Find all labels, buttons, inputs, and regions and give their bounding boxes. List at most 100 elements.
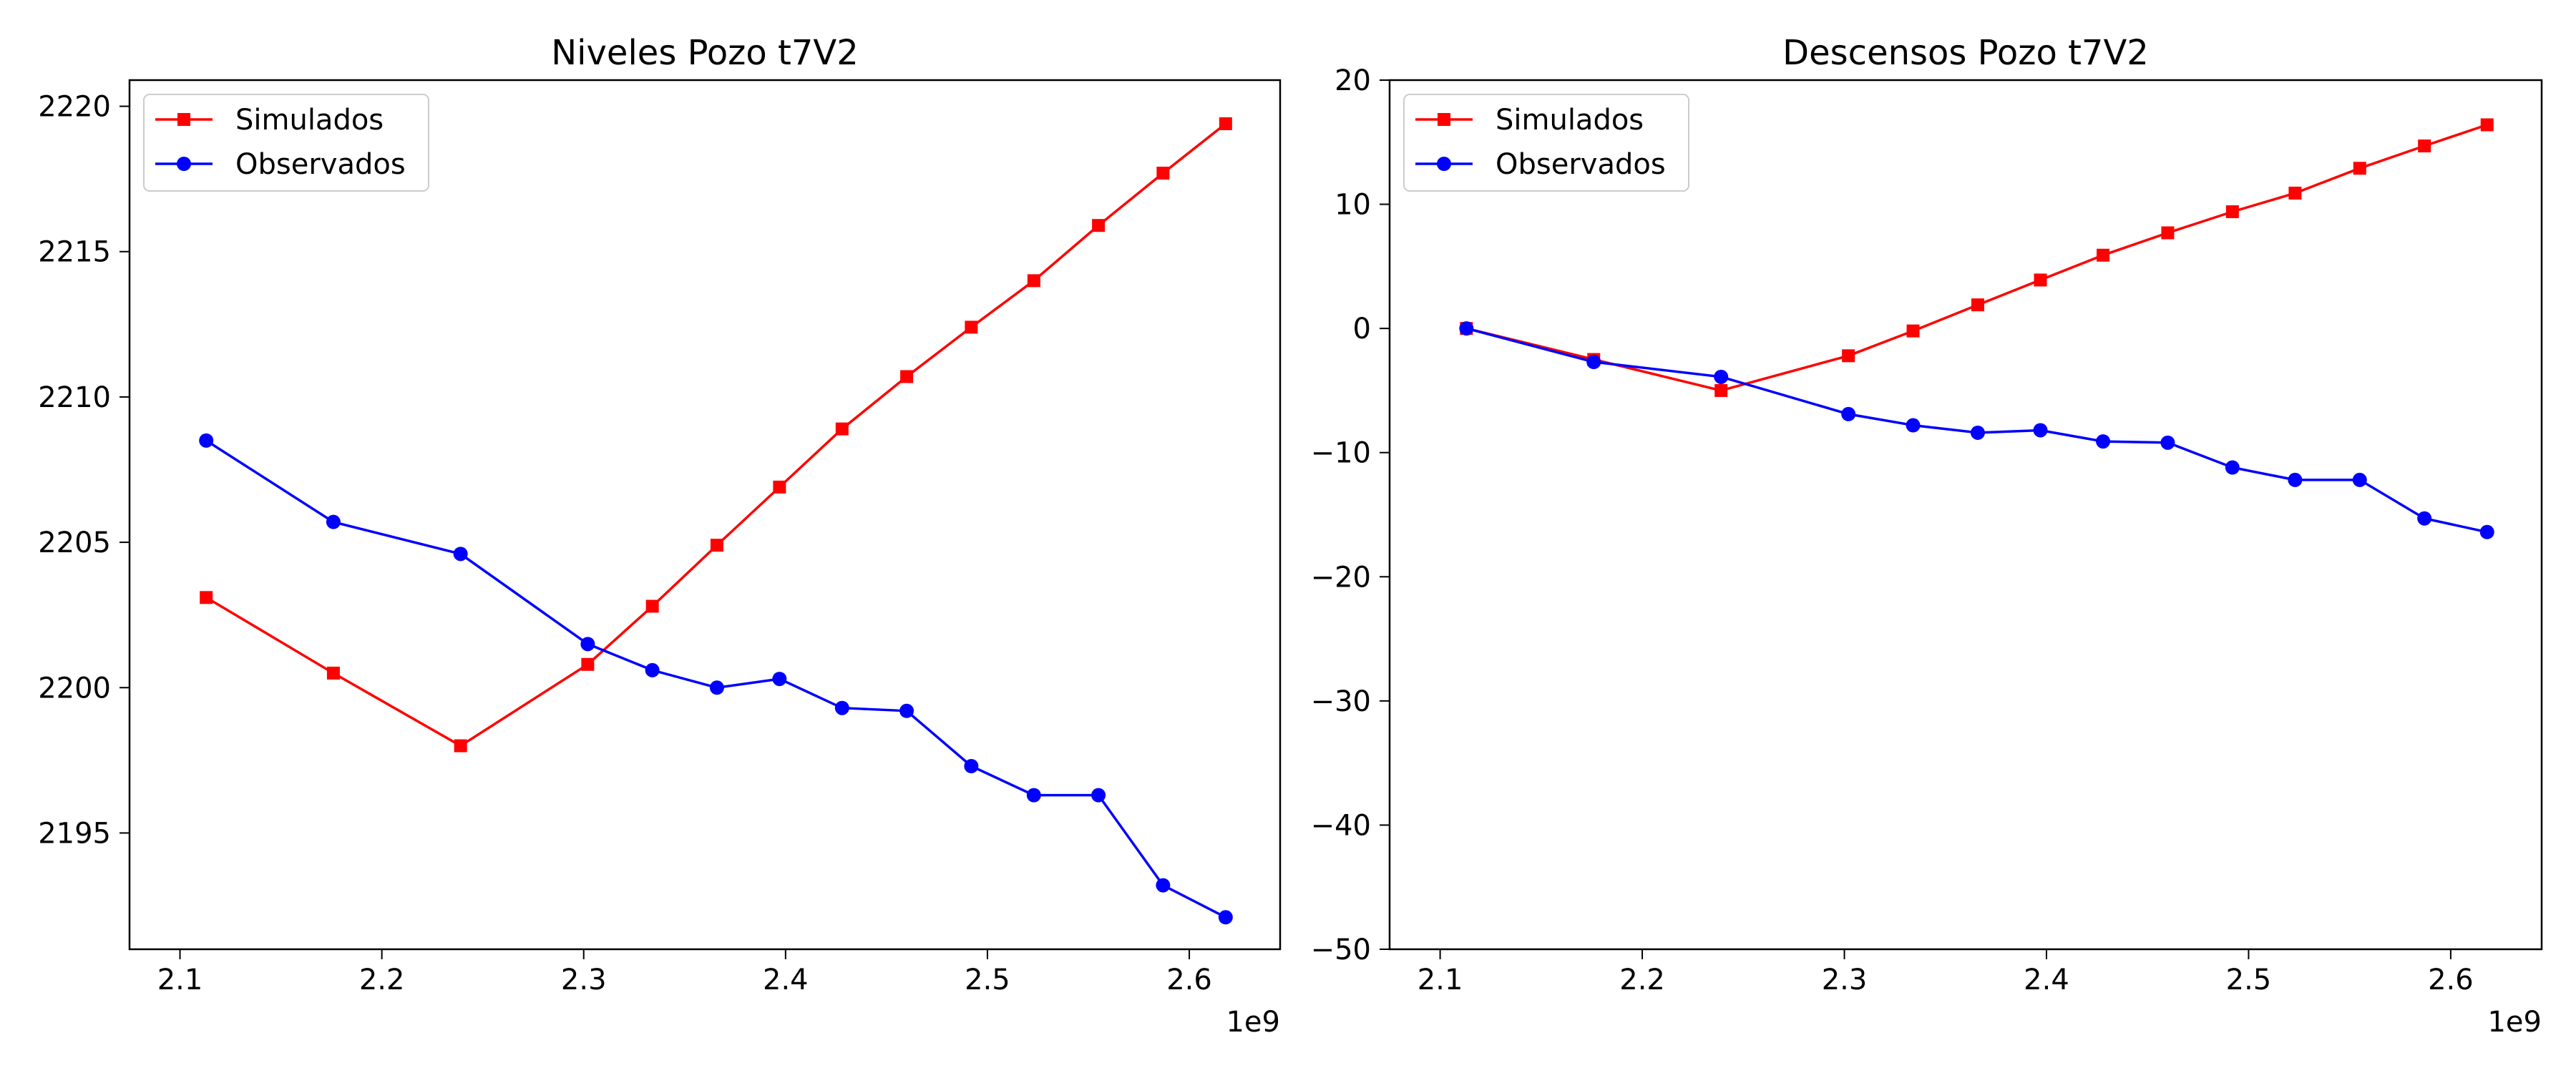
x-tick-label: 2.6: [2428, 964, 2474, 996]
legend-marker-simulados: [1438, 113, 1450, 126]
chart-panel-2: Descensos Pozo t7V2 2.1 2.2 2.3 2.4 2.5 2.6 1e9…: [1311, 33, 2543, 1039]
point-observados: [2160, 435, 2175, 450]
point-observados: [1906, 418, 1921, 433]
point-simulados: [1971, 298, 1984, 312]
legend-marker-simulados: [177, 113, 190, 126]
point-simulados: [2097, 248, 2110, 262]
point-simulados: [645, 599, 659, 613]
series-line-simulados: [1465, 123, 2488, 392]
point-observados: [580, 637, 595, 652]
series-line-simulados: [205, 122, 1226, 748]
x-tick-label: 2.4: [763, 964, 809, 996]
point-observados: [645, 662, 660, 677]
point-simulados: [1219, 117, 1232, 130]
legend-label-observados: Observados: [235, 148, 406, 181]
legend-box: [1403, 94, 1689, 192]
point-simulados: [1092, 219, 1106, 232]
point-observados: [964, 758, 979, 773]
y-tick-label: 0: [1353, 313, 1371, 346]
point-observados: [772, 672, 787, 687]
point-observados: [1156, 878, 1171, 893]
point-observados: [199, 433, 214, 448]
point-observados: [2288, 472, 2303, 487]
x-tick-label: 2.2: [359, 964, 405, 996]
y-tick-label: 2195: [38, 817, 111, 850]
x-tick-label: 2.5: [965, 964, 1010, 996]
legend-label-simulados: Simulados: [1496, 104, 1644, 137]
point-simulados: [200, 591, 213, 604]
y-tick-label: 2210: [38, 381, 111, 414]
chart-panel-1: Niveles Pozo t7V2 2.1 2.2 2.3 2.4 2.5 2.6 1e9 21…: [38, 33, 1282, 1039]
legend-marker-observados: [1437, 157, 1451, 171]
point-simulados: [710, 539, 723, 552]
point-observados: [899, 703, 914, 718]
legend-box: [143, 94, 429, 192]
point-simulados: [2418, 139, 2431, 152]
point-observados: [1218, 910, 1233, 925]
point-observados: [2479, 524, 2494, 539]
series-line-observados: [1465, 327, 2488, 534]
x-tick-label: 2.2: [1619, 964, 1665, 996]
point-simulados: [1714, 383, 1728, 397]
x-tick-label: 2.1: [157, 964, 203, 996]
y-tick-label: −10: [1311, 437, 1371, 470]
y-tick-label: −30: [1311, 685, 1371, 718]
point-simulados: [965, 320, 978, 334]
point-simulados: [326, 666, 340, 680]
x-offset-label: 1e9: [1226, 1006, 1280, 1039]
x-tick-label: 2.1: [1418, 964, 1463, 996]
point-observados: [1091, 788, 1106, 803]
y-tick-label: 10: [1335, 189, 1371, 222]
point-simulados: [2161, 226, 2175, 240]
point-simulados: [900, 370, 914, 383]
point-observados: [2417, 511, 2432, 526]
point-observados: [834, 700, 849, 715]
point-observados: [453, 547, 468, 562]
point-simulados: [2480, 118, 2494, 132]
point-observados: [1970, 425, 1985, 440]
point-observados: [1026, 788, 1041, 803]
point-simulados: [2288, 186, 2302, 200]
chart-title: Descensos Pozo t7V2: [1782, 33, 2149, 73]
x-tick-label: 2.6: [1166, 964, 1212, 996]
point-observados: [1841, 406, 1856, 421]
x-offset-label: 1e9: [2487, 1006, 2542, 1039]
y-tick-label: −20: [1311, 561, 1371, 594]
point-simulados: [1156, 167, 1170, 180]
point-simulados: [581, 657, 595, 671]
point-simulados: [1842, 349, 1855, 363]
point-simulados: [2353, 162, 2366, 175]
point-observados: [2225, 460, 2240, 475]
y-tick-label: 2205: [38, 526, 111, 559]
point-observados: [2096, 434, 2111, 449]
legend: Simulados Observados: [143, 94, 429, 192]
point-observados: [326, 514, 341, 529]
legend-label-simulados: Simulados: [235, 104, 384, 137]
plot-area: [1459, 118, 2494, 539]
x-tick-label: 2.5: [2226, 964, 2272, 996]
x-tick-label: 2.4: [2024, 964, 2069, 996]
point-observados: [709, 680, 724, 695]
legend-label-observados: Observados: [1496, 148, 1666, 181]
y-tick-label: −40: [1311, 809, 1371, 842]
y-tick-label: 2200: [38, 672, 111, 705]
chart-title: Niveles Pozo t7V2: [551, 33, 858, 73]
y-tick-label: −50: [1311, 934, 1371, 966]
axes-frame: [128, 79, 1282, 951]
point-observados: [2352, 472, 2367, 487]
point-observados: [1586, 355, 1601, 370]
series-line-observados: [205, 439, 1226, 918]
legend: Simulados Observados: [1403, 94, 1689, 192]
plot-area: [199, 117, 1233, 925]
point-simulados: [2034, 273, 2047, 287]
point-simulados: [1906, 324, 1920, 338]
point-simulados: [835, 422, 849, 436]
charts-root: Niveles Pozo t7V2 2.1 2.2 2.3 2.4 2.5 2.6 1e9 21…: [38, 33, 2543, 1039]
y-tick-label: 2220: [38, 91, 111, 124]
point-simulados: [1027, 274, 1040, 288]
y-tick-label: 20: [1335, 64, 1371, 97]
x-tick-label: 2.3: [1822, 964, 1868, 996]
y-tick-label: 2215: [38, 236, 111, 269]
axes-frame: [1388, 79, 2543, 951]
x-tick-label: 2.3: [561, 964, 607, 996]
